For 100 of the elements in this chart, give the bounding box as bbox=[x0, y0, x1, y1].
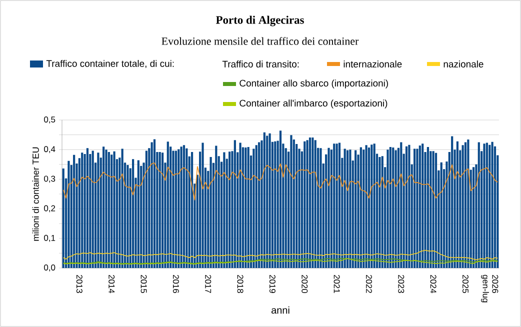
bar bbox=[150, 142, 153, 268]
bar bbox=[158, 152, 161, 268]
bar bbox=[182, 145, 186, 268]
bar bbox=[81, 152, 84, 268]
bar bbox=[247, 146, 250, 268]
bar bbox=[430, 151, 432, 268]
bar bbox=[373, 144, 376, 268]
legend-title: Traffico di transito: bbox=[222, 60, 299, 68]
y-tick-label: 0,2 bbox=[44, 205, 56, 212]
y-tick-label: 0,1 bbox=[44, 234, 56, 242]
bar bbox=[338, 142, 341, 268]
bar bbox=[239, 142, 242, 268]
y-tick-label: 0,3 bbox=[44, 176, 56, 183]
bar bbox=[153, 139, 156, 268]
legend-label: nazionale bbox=[444, 60, 484, 68]
y-tick-label: 0,5 bbox=[44, 116, 56, 124]
bar bbox=[467, 140, 470, 268]
y-tick-label: 0,4 bbox=[44, 146, 56, 154]
x-tick-label: 2018 bbox=[237, 274, 244, 293]
x-tick-label: 2015 bbox=[140, 274, 147, 294]
bar bbox=[349, 150, 352, 268]
bar bbox=[86, 148, 89, 268]
bar bbox=[464, 142, 467, 268]
legend-label: Container allo sbarco (importazioni) bbox=[240, 80, 388, 88]
bar bbox=[472, 167, 475, 268]
bar bbox=[252, 148, 255, 268]
bar bbox=[268, 133, 271, 268]
bar bbox=[392, 148, 394, 268]
bar bbox=[491, 142, 494, 268]
bar bbox=[274, 141, 276, 268]
bar bbox=[478, 142, 480, 268]
bar bbox=[483, 144, 486, 268]
bar bbox=[258, 142, 260, 268]
bar bbox=[368, 148, 370, 268]
bar bbox=[166, 142, 169, 268]
bar bbox=[432, 151, 434, 268]
bar bbox=[172, 150, 174, 268]
bar bbox=[161, 152, 164, 268]
x-tick-label: 2014 bbox=[108, 274, 115, 294]
bar bbox=[320, 148, 322, 268]
bar bbox=[190, 152, 194, 268]
bar bbox=[328, 148, 330, 268]
bar bbox=[354, 150, 357, 268]
bar bbox=[365, 145, 368, 268]
bar bbox=[92, 150, 94, 268]
x-axis-title: anni bbox=[272, 306, 290, 314]
bar bbox=[73, 154, 76, 268]
bar bbox=[244, 148, 247, 268]
x-tick-label: 2024 bbox=[430, 274, 436, 294]
bar bbox=[344, 148, 346, 268]
bar bbox=[381, 156, 384, 268]
bar bbox=[132, 159, 134, 268]
bar bbox=[306, 140, 308, 268]
bar bbox=[386, 150, 389, 268]
bar bbox=[462, 145, 464, 268]
bar bbox=[137, 160, 140, 268]
y-axis-title: milioni di container TEU bbox=[32, 147, 39, 241]
bar bbox=[296, 144, 298, 268]
bar bbox=[290, 135, 292, 268]
x-tick-label: 2016 bbox=[172, 274, 179, 293]
x-tick-label: 2025 bbox=[462, 274, 468, 294]
bar bbox=[68, 160, 70, 268]
bar bbox=[279, 130, 282, 268]
bar bbox=[234, 140, 236, 268]
bar bbox=[308, 137, 312, 268]
bar bbox=[97, 152, 100, 268]
bar bbox=[121, 148, 124, 268]
bar bbox=[370, 144, 373, 268]
bar bbox=[113, 151, 116, 268]
bar bbox=[394, 150, 397, 268]
legend-label: Traffico container totale, di cui: bbox=[46, 60, 174, 68]
bar bbox=[215, 146, 218, 268]
bar bbox=[314, 140, 316, 268]
bar bbox=[180, 146, 182, 268]
bar bbox=[242, 147, 244, 268]
x-tick-label: 2020 bbox=[302, 274, 308, 294]
bar bbox=[408, 144, 410, 268]
x-tick-label: 2026 gen-lug bbox=[481, 274, 498, 302]
bar bbox=[346, 150, 349, 268]
bar bbox=[110, 154, 113, 268]
bar bbox=[488, 144, 491, 268]
x-tick-label: 2019 bbox=[269, 274, 276, 293]
y-tick-label: 0,0 bbox=[44, 264, 56, 272]
bar bbox=[255, 145, 258, 268]
bar bbox=[108, 152, 110, 268]
bar bbox=[202, 142, 204, 268]
bar bbox=[434, 152, 438, 268]
bar bbox=[405, 146, 408, 268]
bar bbox=[186, 148, 188, 268]
chart-title: Porto di Algeciras bbox=[216, 16, 304, 26]
bar bbox=[422, 144, 424, 268]
bar bbox=[263, 132, 266, 268]
x-tick-label: 2021 bbox=[334, 274, 340, 293]
bar bbox=[389, 146, 392, 268]
bar bbox=[145, 150, 148, 268]
bar bbox=[210, 157, 212, 268]
bar bbox=[304, 141, 306, 268]
bar bbox=[228, 152, 231, 268]
bar bbox=[126, 164, 129, 268]
bar bbox=[414, 148, 416, 268]
